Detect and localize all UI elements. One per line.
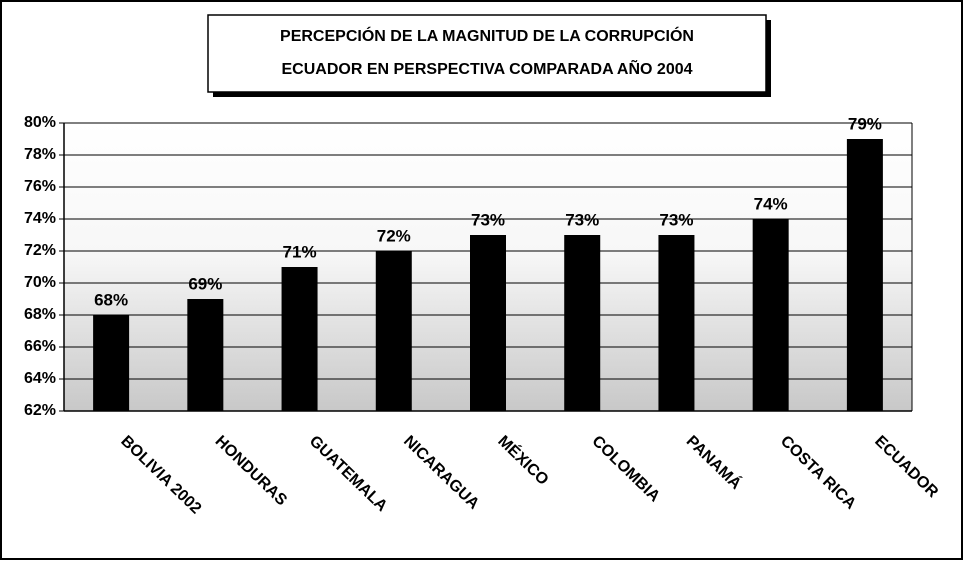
chart-title: PERCEPCIÓN DE LA MAGNITUD DE LA CORRUPCI… [280,26,694,45]
y-tick-label: 64% [24,370,56,387]
bar [93,315,130,411]
data-label: 68% [94,290,128,309]
data-label: 73% [659,210,693,229]
y-tick-label: 62% [24,402,56,419]
title-box [207,14,767,93]
y-tick-label: 68% [24,306,56,323]
data-label: 79% [848,114,882,133]
bar [752,219,789,411]
data-label: 72% [377,226,411,245]
y-tick-label: 76% [24,178,56,195]
bar [846,139,883,411]
bar [470,235,506,411]
y-tick-label: 66% [24,338,56,355]
y-tick-label: 70% [24,274,56,291]
y-tick-label: 78% [24,146,56,163]
y-tick-label: 80% [24,114,56,131]
bar [658,235,695,411]
bar [281,267,318,411]
y-tick-label: 72% [24,242,56,259]
data-label: 73% [565,210,599,229]
bar [375,251,412,411]
data-label: 74% [754,194,788,213]
data-label: 69% [188,274,222,293]
bar [564,235,601,411]
chart-subtitle: ECUADOR EN PERSPECTIVA COMPARADA AÑO 200… [281,58,692,78]
y-tick-label: 74% [24,210,56,227]
data-label: 71% [283,242,317,261]
bar [187,299,224,411]
data-label: 73% [471,210,505,229]
